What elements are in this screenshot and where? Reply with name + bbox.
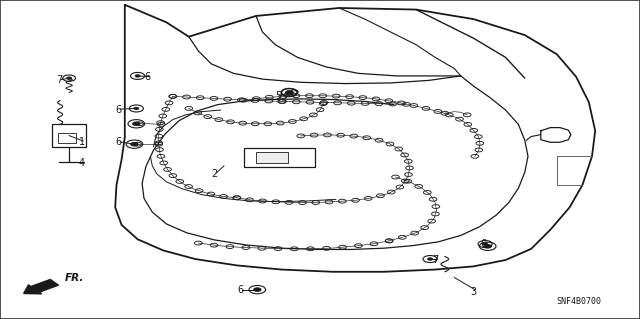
Text: 6: 6 xyxy=(237,285,243,295)
Circle shape xyxy=(67,77,72,79)
Bar xyxy=(52,124,86,147)
Text: SNF4B0700: SNF4B0700 xyxy=(557,297,602,306)
Circle shape xyxy=(131,142,138,146)
Text: 2: 2 xyxy=(211,169,218,179)
Text: 6: 6 xyxy=(480,239,486,249)
Circle shape xyxy=(285,91,293,94)
Circle shape xyxy=(135,75,140,77)
Text: 4: 4 xyxy=(79,158,85,168)
Bar xyxy=(244,148,315,167)
Circle shape xyxy=(134,107,139,110)
Circle shape xyxy=(484,244,492,248)
Circle shape xyxy=(132,122,140,126)
Text: 5: 5 xyxy=(275,91,282,101)
Text: 7: 7 xyxy=(56,75,62,85)
Bar xyxy=(58,133,76,143)
Circle shape xyxy=(483,243,488,245)
Text: 3: 3 xyxy=(470,287,477,297)
Text: 7: 7 xyxy=(432,255,438,265)
Text: 1: 1 xyxy=(79,137,85,147)
Text: FR.: FR. xyxy=(65,273,84,283)
Text: 6: 6 xyxy=(144,71,150,82)
Bar xyxy=(256,152,288,163)
Circle shape xyxy=(428,258,433,260)
Text: 6: 6 xyxy=(115,105,122,115)
FancyArrow shape xyxy=(24,279,58,294)
Circle shape xyxy=(253,288,261,292)
Text: 6: 6 xyxy=(115,137,122,147)
